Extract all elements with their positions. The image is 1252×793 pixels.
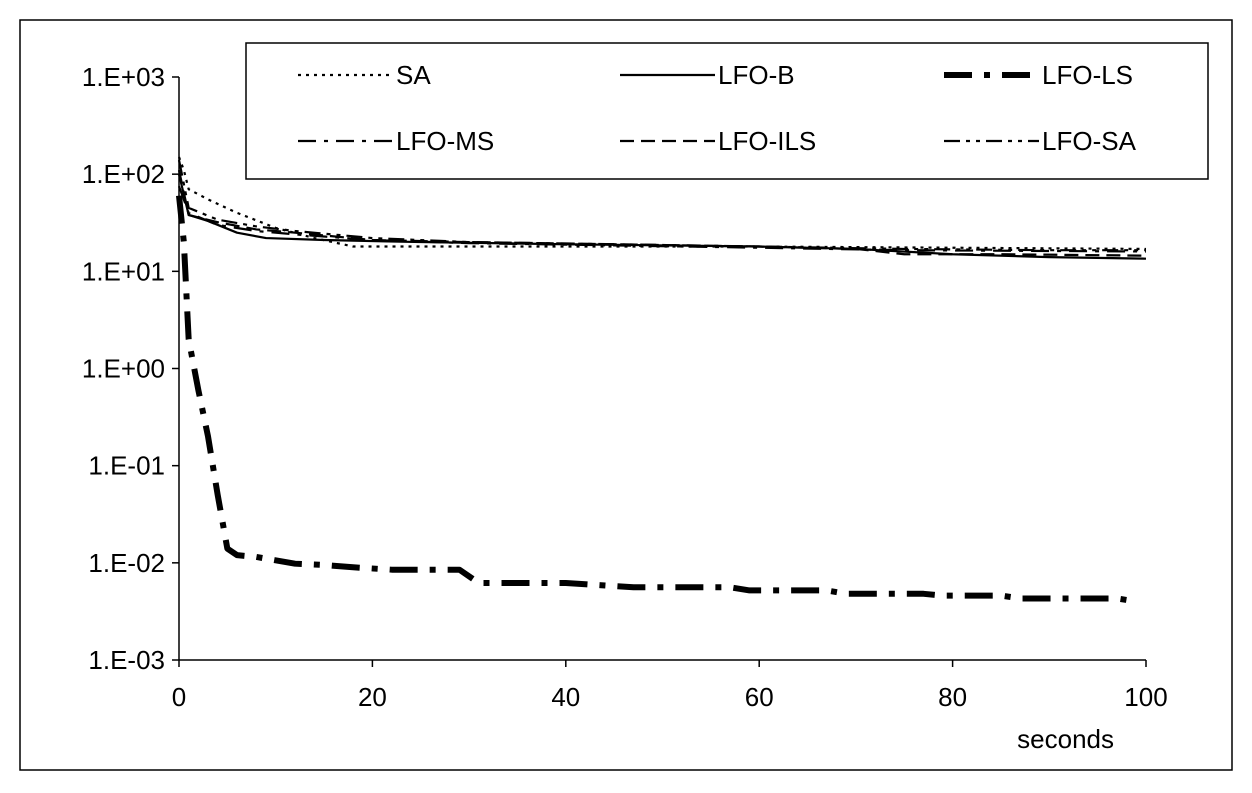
series-layer [176,156,1147,605]
legend-label-lfo-ils: LFO-ILS [718,126,816,156]
x-tick-label: 0 [172,682,186,712]
x-tick-label: 100 [1124,682,1167,712]
y-tick-label: 1.E-02 [88,548,165,578]
series-line-lfo-ms [177,185,1147,253]
series-line-lfo-sa [177,159,1146,252]
y-tick-label: 1.E-03 [88,645,165,675]
series-line-lfo-ls [176,195,1137,605]
axes: 1.E-03 1.E-02 1.E-01 1.E+00 1.E+01 1.E+02 1.E+… [82,62,1168,712]
legend-label-lfo-ms: LFO-MS [396,126,494,156]
y-tick-label: 1.E+03 [82,62,165,92]
series-line-sa [177,156,1147,251]
series-line-lfo-ils [177,169,1147,257]
y-tick-label: 1.E-01 [88,451,165,481]
x-tick-label: 40 [551,682,580,712]
x-tick-label: 80 [938,682,967,712]
x-axis-label: seconds [1017,724,1114,754]
legend-label-lfo-ls: LFO-LS [1042,60,1133,90]
legend: SA LFO-B LFO-LS LFO-MS LFO-ILS LFO-SA [245,42,1209,180]
x-tick-label: 60 [745,682,774,712]
y-tick-label: 1.E+01 [82,256,165,286]
y-tick-label: 1.E+02 [82,159,165,189]
legend-label-lfo-sa: LFO-SA [1042,126,1137,156]
legend-label-lfo-b: LFO-B [718,60,795,90]
legend-box [245,42,1209,180]
y-tick-label: 1.E+00 [82,354,165,384]
x-tick-label: 20 [358,682,387,712]
legend-label-sa: SA [396,60,431,90]
